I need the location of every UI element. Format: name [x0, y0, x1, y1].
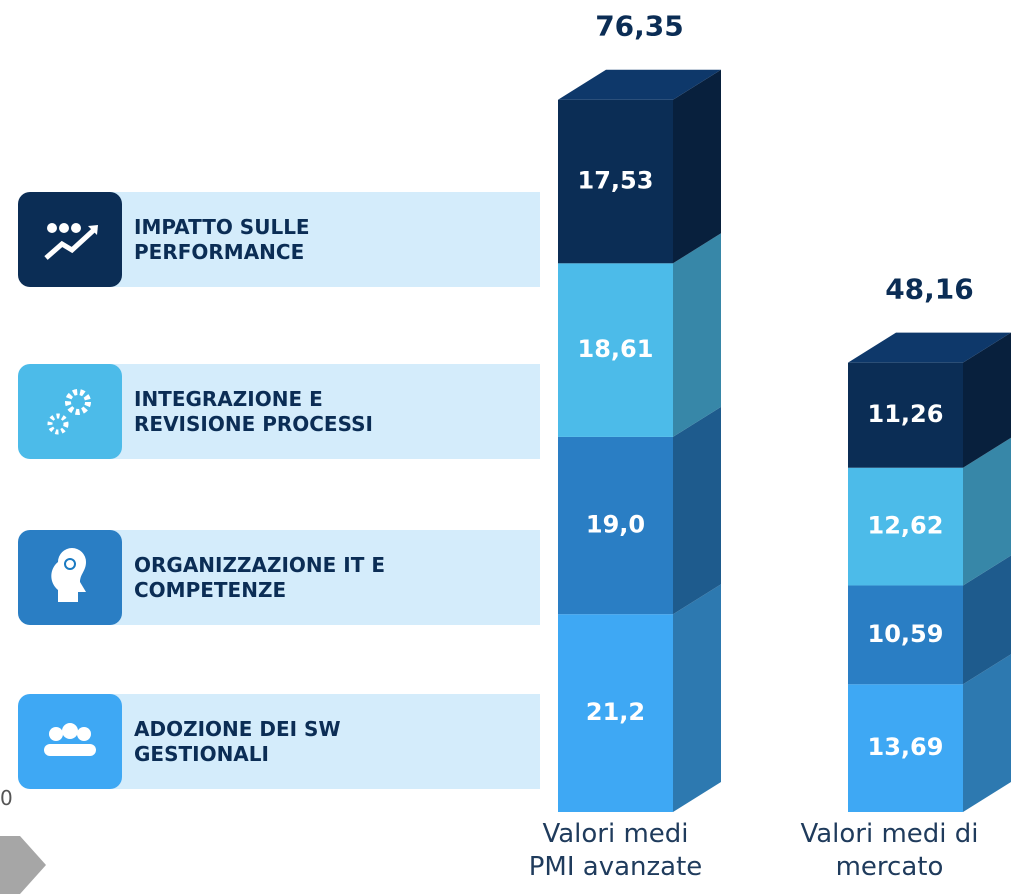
bar-side — [673, 233, 721, 437]
value-label: 10,59 — [868, 620, 944, 648]
legend-label: ADOZIONE DEI SW GESTIONALI — [134, 716, 341, 766]
bar — [558, 99, 673, 264]
legend-item: ORGANIZZAZIONE IT E COMPETENZE — [18, 530, 540, 625]
legend-item: IMPATTO SULLE PERFORMANCE — [18, 192, 540, 287]
bar-side — [673, 406, 721, 615]
legend-band — [98, 364, 540, 459]
legend-label: IMPATTO SULLE PERFORMANCE — [134, 214, 310, 264]
legend-icon — [18, 192, 122, 287]
value-label: 21,2 — [586, 698, 645, 726]
bar — [848, 362, 963, 468]
bar — [848, 467, 963, 586]
value-label: 19,0 — [586, 511, 645, 539]
bar — [558, 436, 673, 615]
bar-side — [963, 332, 1011, 468]
bar-side — [963, 437, 1011, 586]
value-label: 17,53 — [578, 167, 654, 195]
total-label: 76,35 — [595, 10, 684, 43]
total-label: 48,16 — [885, 273, 974, 306]
legend-item: ADOZIONE DEI SW GESTIONALI — [18, 694, 540, 789]
legend-icon — [18, 364, 122, 459]
value-label: 11,26 — [868, 400, 944, 428]
bar-side — [963, 654, 1011, 812]
legend-label: INTEGRAZIONE E REVISIONE PROCESSI — [134, 386, 373, 436]
legend-band — [98, 192, 540, 287]
legend-icon — [18, 694, 122, 789]
arrow-decoration — [0, 836, 46, 894]
legend-item: INTEGRAZIONE E REVISIONE PROCESSI — [18, 364, 540, 459]
x-tick-label: Valori medi di mercato — [800, 819, 979, 882]
legend-band — [98, 530, 540, 625]
bar-side — [963, 555, 1011, 685]
value-label: 18,61 — [578, 335, 654, 363]
bar — [558, 614, 673, 812]
value-label: 12,62 — [868, 512, 944, 540]
bar — [848, 684, 963, 812]
bar — [848, 585, 963, 685]
value-label: 13,69 — [868, 733, 944, 761]
bar-top — [558, 69, 721, 100]
bar-top — [848, 332, 1011, 363]
legend-band — [98, 694, 540, 789]
legend-icon — [18, 530, 122, 625]
bar-side — [673, 69, 721, 264]
legend-label: ORGANIZZAZIONE IT E COMPETENZE — [134, 552, 385, 602]
bar-side — [673, 584, 721, 812]
bar — [558, 263, 673, 437]
footer-text: 0 — [0, 786, 13, 810]
x-tick-label: Valori medi PMI avanzate — [528, 819, 703, 882]
